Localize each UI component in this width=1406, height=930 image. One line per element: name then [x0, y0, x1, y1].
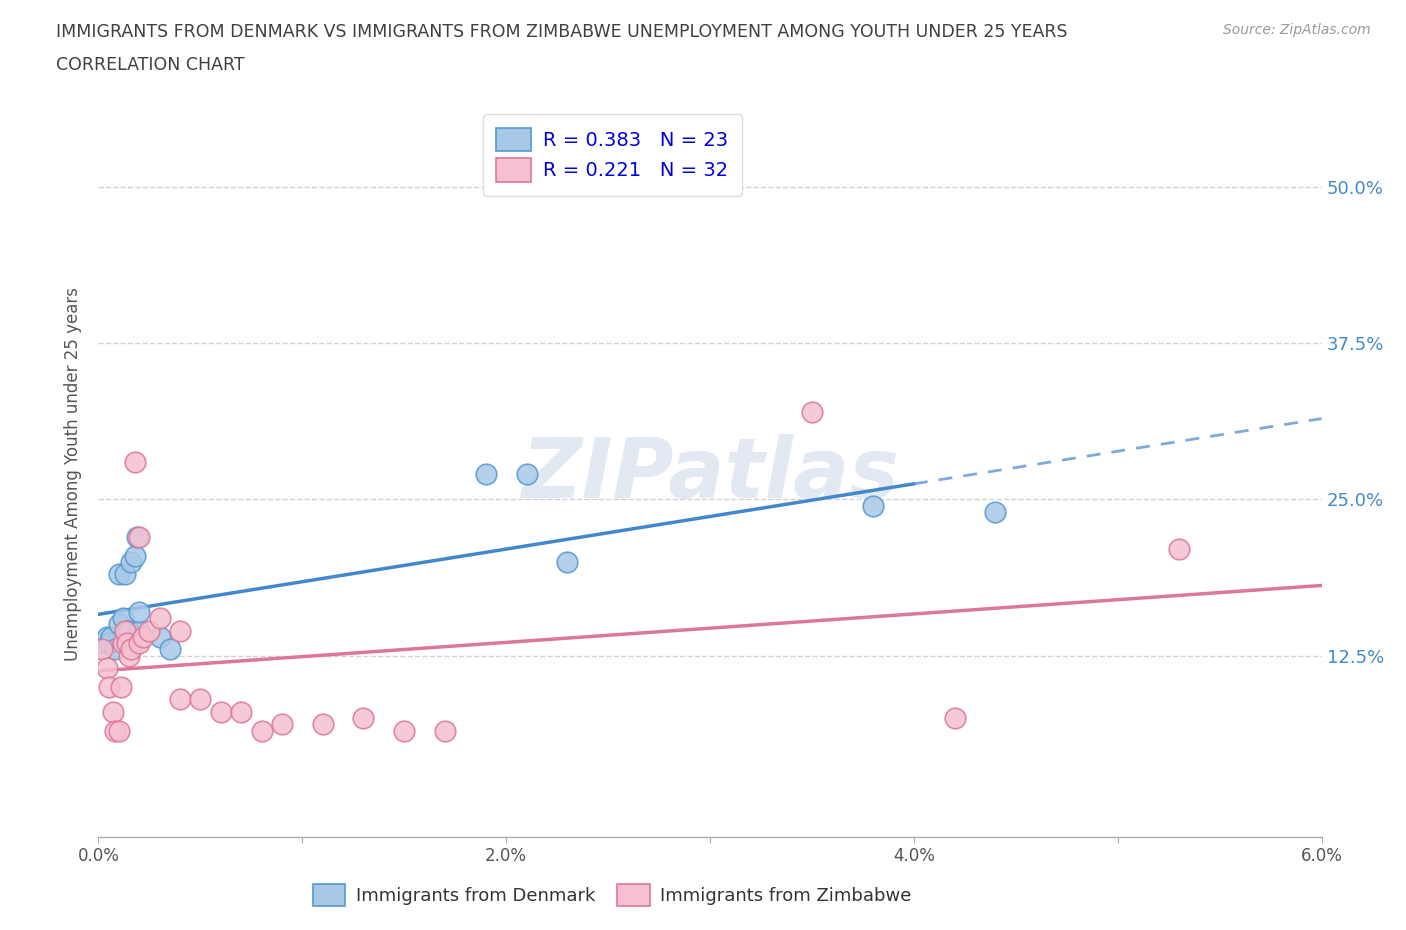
Point — [311, 717, 335, 732]
Point — [104, 642, 127, 657]
Point — [118, 648, 141, 663]
Point — [97, 636, 120, 651]
Point — [169, 623, 191, 638]
Point — [159, 642, 181, 657]
Point — [984, 504, 1007, 519]
Point — [862, 498, 884, 513]
Point — [352, 711, 374, 725]
Point — [270, 717, 292, 732]
Point — [231, 705, 253, 720]
Point — [104, 724, 127, 738]
Point — [128, 529, 150, 544]
Point — [128, 636, 150, 651]
Point — [115, 623, 138, 638]
Text: ZIPatlas: ZIPatlas — [522, 433, 898, 515]
Point — [124, 455, 146, 470]
Legend: Immigrants from Denmark, Immigrants from Zimbabwe: Immigrants from Denmark, Immigrants from… — [304, 875, 921, 915]
Text: Source: ZipAtlas.com: Source: ZipAtlas.com — [1223, 23, 1371, 37]
Point — [111, 636, 134, 651]
Point — [392, 724, 416, 738]
Point — [111, 611, 134, 626]
Point — [801, 405, 824, 419]
Point — [97, 680, 120, 695]
Point — [115, 636, 138, 651]
Point — [120, 642, 142, 657]
Point — [149, 630, 172, 644]
Point — [127, 529, 149, 544]
Point — [128, 623, 150, 638]
Point — [188, 692, 212, 707]
Point — [1167, 542, 1189, 557]
Point — [433, 724, 456, 738]
Point — [250, 724, 273, 738]
Point — [149, 611, 172, 626]
Point — [108, 724, 131, 738]
Point — [114, 567, 136, 582]
Point — [169, 692, 191, 707]
Point — [101, 705, 124, 720]
Point — [91, 636, 114, 651]
Point — [100, 630, 122, 644]
Point — [516, 467, 538, 482]
Point — [474, 467, 498, 482]
Point — [132, 630, 155, 644]
Point — [110, 680, 132, 695]
Point — [108, 617, 131, 631]
Point — [96, 630, 118, 644]
Point — [96, 660, 118, 675]
Point — [128, 604, 150, 619]
Point — [114, 623, 136, 638]
Text: CORRELATION CHART: CORRELATION CHART — [56, 56, 245, 73]
Point — [138, 623, 160, 638]
Point — [118, 623, 141, 638]
Point — [120, 554, 142, 569]
Point — [108, 567, 131, 582]
Point — [943, 711, 966, 725]
Text: IMMIGRANTS FROM DENMARK VS IMMIGRANTS FROM ZIMBABWE UNEMPLOYMENT AMONG YOUTH UND: IMMIGRANTS FROM DENMARK VS IMMIGRANTS FR… — [56, 23, 1067, 41]
Point — [555, 554, 579, 569]
Y-axis label: Unemployment Among Youth under 25 years: Unemployment Among Youth under 25 years — [65, 287, 83, 661]
Point — [124, 548, 146, 563]
Point — [209, 705, 232, 720]
Point — [91, 642, 114, 657]
